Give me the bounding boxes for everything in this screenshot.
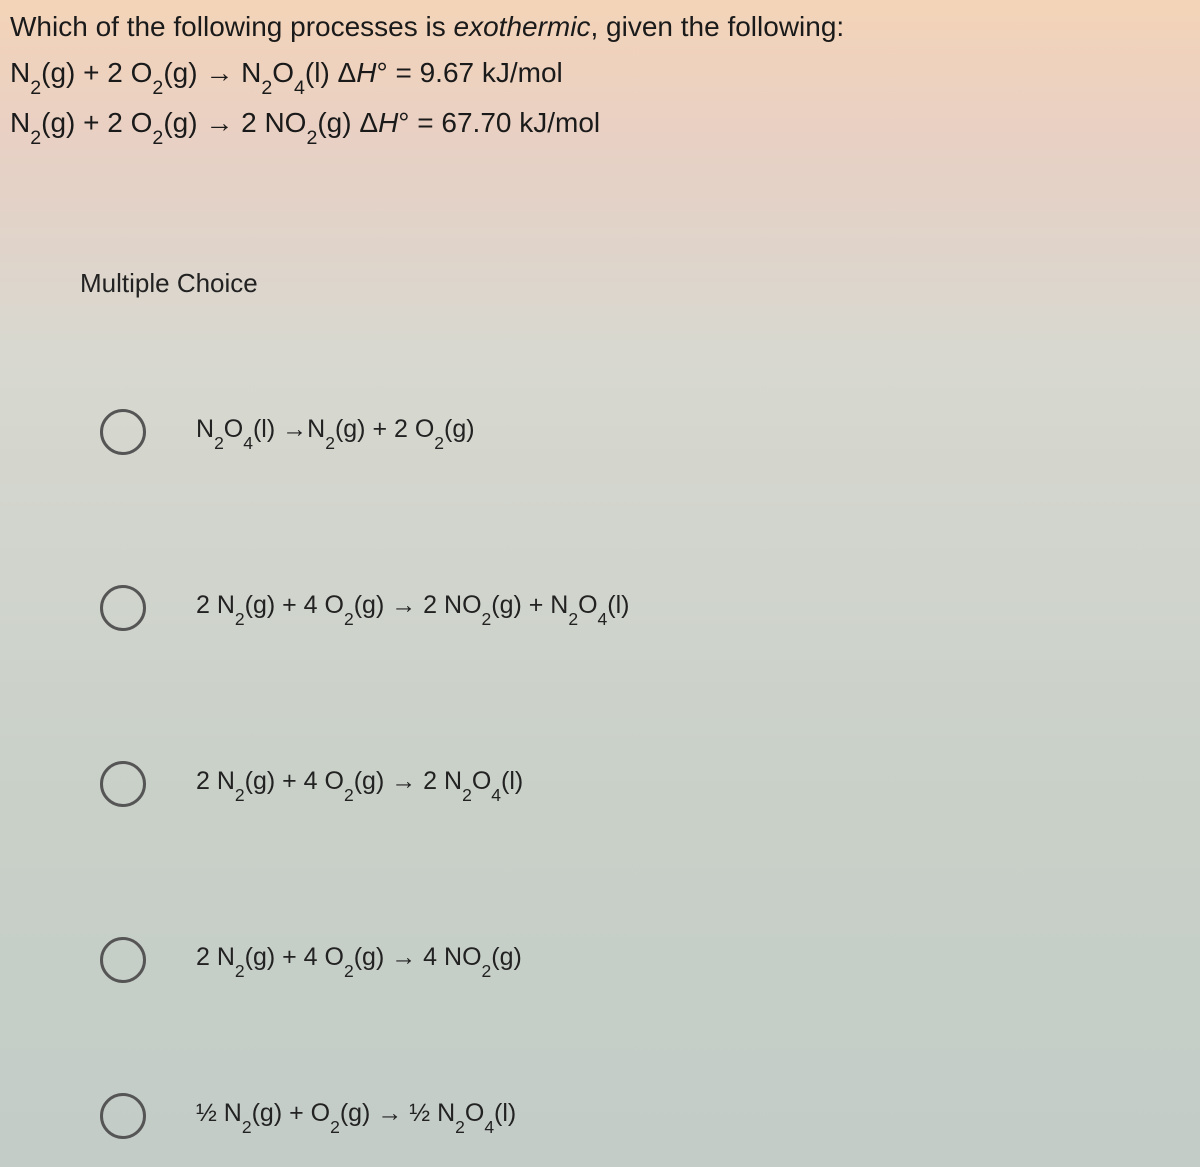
option-a[interactable]: N2O4(l) →N2(g) + 2 O2(g) [100, 409, 1200, 455]
given-equation-1: N2(g) + 2 O2(g) → N2O4(l) ΔH° = 9.67 kJ/… [10, 52, 1190, 98]
given-equation-2: N2(g) + 2 O2(g) → 2 NO2(g) ΔH° = 67.70 k… [10, 102, 1190, 148]
option-c-text: 2 N2(g) + 4 O2(g) → 2 N2O4(l) [196, 767, 523, 800]
radio-icon[interactable] [100, 761, 146, 807]
radio-icon[interactable] [100, 585, 146, 631]
option-e[interactable]: ½ N2(g) + O2(g) → ½ N2O4(l) [100, 1093, 1200, 1139]
option-d-text: 2 N2(g) + 4 O2(g) → 4 NO2(g) [196, 943, 522, 976]
option-a-text: N2O4(l) →N2(g) + 2 O2(g) [196, 415, 475, 448]
question-prompt: Which of the following processes is exot… [10, 6, 1190, 48]
option-b-text: 2 N2(g) + 4 O2(g) → 2 NO2(g) + N2O4(l) [196, 591, 630, 624]
section-label: Multiple Choice [80, 268, 1200, 299]
radio-icon[interactable] [100, 1093, 146, 1139]
option-d[interactable]: 2 N2(g) + 4 O2(g) → 4 NO2(g) [100, 937, 1200, 983]
option-c[interactable]: 2 N2(g) + 4 O2(g) → 2 N2O4(l) [100, 761, 1200, 807]
option-b[interactable]: 2 N2(g) + 4 O2(g) → 2 NO2(g) + N2O4(l) [100, 585, 1200, 631]
question-block: Which of the following processes is exot… [0, 0, 1200, 148]
radio-icon[interactable] [100, 937, 146, 983]
options-list: N2O4(l) →N2(g) + 2 O2(g) 2 N2(g) + 4 O2(… [0, 409, 1200, 1139]
option-e-text: ½ N2(g) + O2(g) → ½ N2O4(l) [196, 1099, 516, 1132]
radio-icon[interactable] [100, 409, 146, 455]
